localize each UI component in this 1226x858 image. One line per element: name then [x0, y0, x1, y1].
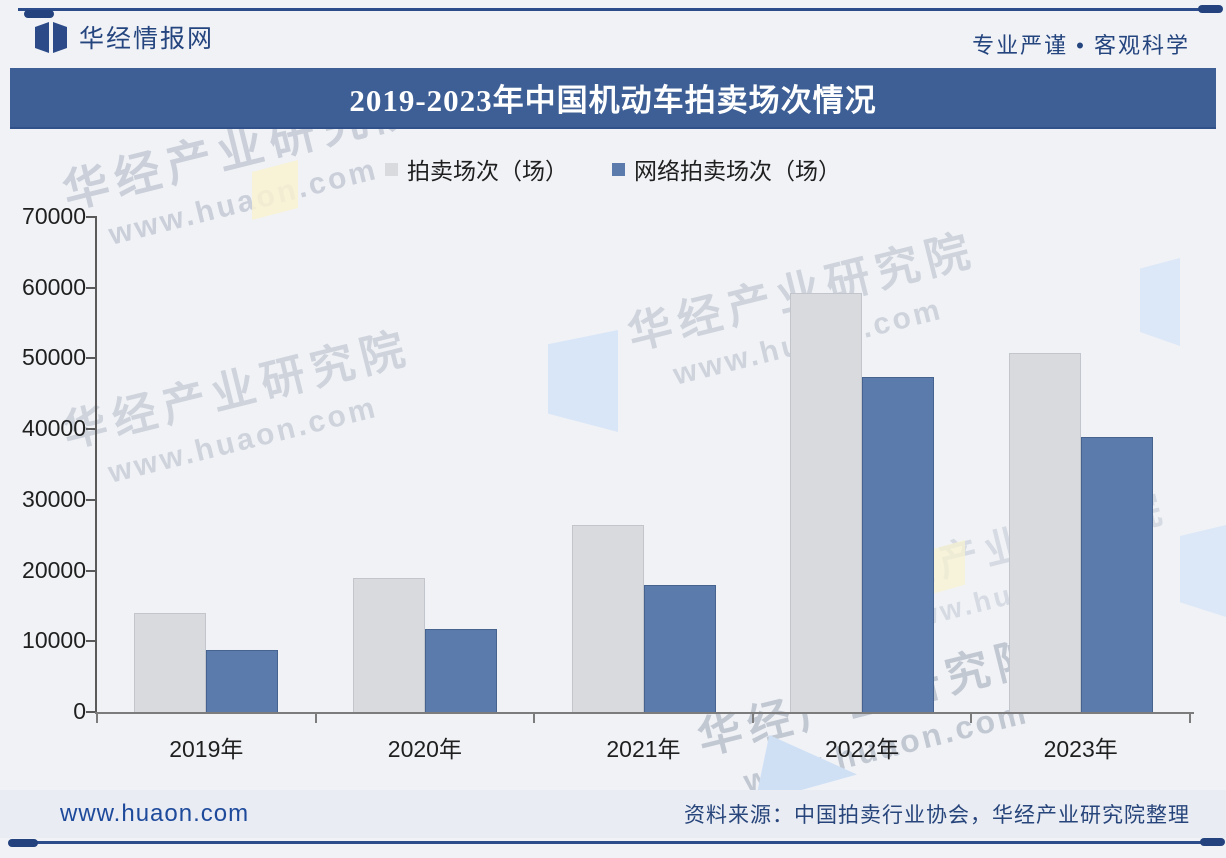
bar-2022-total — [790, 292, 863, 712]
bar-2020-online — [424, 628, 497, 712]
bottom-line-right-cap — [1200, 838, 1225, 846]
y-tick-label: 60000 — [22, 273, 86, 300]
x-category-label: 2020年 — [387, 736, 462, 762]
x-category-label: 2022年 — [825, 736, 900, 762]
y-tick-label: 30000 — [22, 485, 86, 512]
legend-item-online-auction-sessions: 网络拍卖场次（场） — [612, 152, 841, 186]
y-axis-line — [95, 216, 97, 714]
legend-label: 网络拍卖场次（场） — [634, 158, 841, 184]
y-axis-tick — [86, 286, 95, 289]
y-axis-tick — [86, 216, 95, 218]
chart-legend: 拍卖场次（场） 网络拍卖场次（场） — [0, 152, 1226, 186]
watermark-ribbon-shape — [548, 330, 618, 432]
bar-2023-total — [1008, 352, 1081, 712]
bottom-divider-line — [20, 841, 1220, 844]
y-tick-label: 0 — [73, 698, 86, 724]
x-axis-line — [95, 712, 1194, 714]
top-divider-line — [18, 8, 1220, 11]
bar-2022-online — [862, 376, 935, 712]
bar-2019-total — [134, 613, 207, 712]
footer-site-url: www.huaon.com — [60, 800, 250, 827]
legend-swatch-blue — [612, 162, 625, 176]
bar-2021-online — [643, 584, 716, 712]
y-tick-label: 20000 — [22, 556, 86, 583]
y-axis-tick — [86, 357, 95, 360]
legend-item-auction-sessions: 拍卖场次（场） — [385, 152, 568, 186]
legend-label: 拍卖场次（场） — [407, 158, 568, 184]
top-line-left-cap — [24, 10, 54, 18]
x-category-label: 2023年 — [1043, 736, 1118, 762]
bar-2023-online — [1080, 436, 1153, 712]
huajing-logo-icon — [35, 21, 67, 53]
bar-2019-online — [206, 650, 279, 712]
x-category-label: 2019年 — [169, 736, 244, 762]
x-category-label: 2021年 — [606, 736, 681, 762]
y-axis-tick — [86, 428, 95, 431]
y-axis-tick — [86, 640, 95, 643]
bottom-line-left-cap — [8, 839, 38, 847]
x-axis-tick — [751, 714, 754, 723]
site-brand: 华经情报网 — [34, 19, 214, 55]
chart-title: 2019-2023年中国机动车拍卖场次情况 — [349, 83, 877, 118]
chart-title-bar: 2019-2023年中国机动车拍卖场次情况 — [10, 68, 1216, 129]
brand-name: 华经情报网 — [79, 25, 215, 53]
x-axis-tick — [96, 714, 98, 723]
x-axis-tick — [314, 714, 317, 723]
y-axis-tick — [86, 569, 95, 572]
watermark-ribbon-shape — [1180, 525, 1226, 617]
watermark-ribbon-shape — [1140, 258, 1180, 346]
footer-source-note: 资料来源：中国拍卖行业协会，华经产业研究院整理 — [684, 804, 1190, 827]
bar-2020-total — [352, 577, 425, 712]
footer-bar: www.huaon.com 资料来源：中国拍卖行业协会，华经产业研究院整理 — [0, 790, 1226, 838]
header-slogan: 专业严谨 • 客观科学 — [972, 33, 1190, 58]
y-tick-label: 10000 — [22, 627, 86, 654]
bar-2021-total — [571, 525, 644, 712]
x-axis-tick — [970, 714, 973, 723]
y-tick-label: 70000 — [22, 203, 86, 229]
legend-swatch-gray — [385, 162, 398, 176]
x-axis-tick — [1189, 714, 1191, 723]
y-tick-label: 50000 — [22, 344, 86, 371]
y-axis-tick — [86, 711, 95, 713]
y-tick-label: 40000 — [22, 415, 86, 442]
x-axis-tick — [533, 714, 536, 723]
top-line-right-cap — [1198, 5, 1223, 13]
y-axis-tick — [86, 498, 95, 501]
